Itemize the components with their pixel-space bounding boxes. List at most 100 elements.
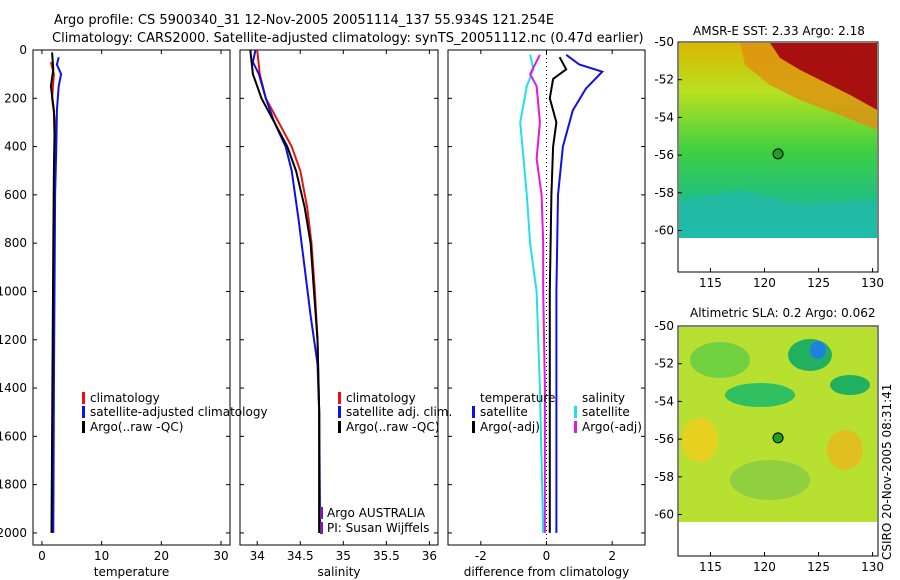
sla-blob (810, 341, 826, 359)
series-line-cyan (519, 54, 545, 533)
y-tick-label: 1600 (0, 429, 27, 443)
sla-blob (830, 375, 870, 395)
map-y-tick-label: -50 (654, 35, 674, 49)
legend-swatch (574, 406, 577, 418)
legend-swatch (82, 392, 85, 404)
map-x-tick-label: 130 (861, 560, 884, 574)
float-position-marker (772, 148, 784, 160)
map-y-tick-label: -56 (654, 432, 674, 446)
map-x-tick-label: 115 (699, 276, 722, 290)
x-axis-label: temperature (94, 565, 169, 579)
y-tick-label: 800 (4, 236, 27, 250)
map-x-tick-label: 120 (753, 560, 776, 574)
series-line-black (249, 49, 321, 533)
legend-swatch (338, 421, 341, 433)
map-y-tick-label: -52 (654, 73, 674, 87)
sla-blob (690, 342, 750, 378)
map-y-tick-label: -56 (654, 148, 674, 162)
legend-swatch (338, 406, 341, 418)
y-tick-label: 600 (4, 188, 27, 202)
y-tick-label: 0 (19, 43, 27, 57)
sst-cool-band (679, 190, 877, 238)
legend-label: climatology (90, 391, 160, 405)
legend-swatch (338, 392, 341, 404)
x-axis-label: difference from climatology (464, 565, 630, 579)
map-y-tick-label: -58 (654, 470, 674, 484)
sst-orange-band (740, 43, 877, 130)
legend-label: salinity (582, 391, 625, 405)
x-tick-label: 35.5 (373, 549, 400, 563)
legend-label: Argo(..raw -QC) (346, 420, 439, 434)
map-x-tick-label: 125 (807, 276, 830, 290)
legend-swatch (82, 421, 85, 433)
sla-map: Altimetric SLA: 0.2 Argo: 0.062 (677, 306, 879, 557)
y-tick-label: 400 (4, 140, 27, 154)
legend-swatch (574, 421, 577, 433)
legend-label: climatology (346, 391, 416, 405)
x-tick-label: 35 (336, 549, 351, 563)
legend-swatch (320, 522, 323, 534)
map-x-tick-label: 125 (807, 560, 830, 574)
salinity-axes (239, 49, 439, 546)
sla-blob (827, 430, 863, 470)
timestamp-stamp: CSIRO 20-Nov-2005 08:31:41 (880, 384, 894, 560)
legend-label: Argo(-adj) (582, 420, 642, 434)
series-line-black (49, 52, 56, 533)
legend-label: Argo(-adj) (480, 420, 540, 434)
y-tick-label: 1000 (0, 284, 27, 298)
x-tick-label: 36 (422, 549, 437, 563)
series-line-blue (251, 49, 322, 533)
x-tick-label: 30 (213, 549, 228, 563)
legend-label: satellite (582, 405, 630, 419)
sla-blob (730, 460, 810, 500)
legend-label: satellite (480, 405, 528, 419)
x-tick-label: 20 (154, 549, 169, 563)
sst-map: AMSR-E SST: 2.33 Argo: 2.18 (677, 24, 879, 273)
series-line-blue (52, 56, 63, 533)
y-tick-label: 2000 (0, 526, 27, 540)
legend-swatch (320, 507, 323, 519)
x-tick-label: -2 (475, 549, 487, 563)
x-tick-label: 0 (543, 549, 551, 563)
series-line-blue (555, 53, 605, 533)
sla-blob (788, 339, 832, 371)
sla-map-title: Altimetric SLA: 0.2 Argo: 0.062 (690, 306, 875, 320)
legend-swatch (82, 406, 85, 418)
map-y-tick-label: -58 (654, 186, 674, 200)
header-line1: Argo profile: CS 5900340_31 12-Nov-2005 … (54, 13, 554, 28)
map-y-tick-label: -60 (654, 224, 674, 238)
y-tick-label: 1200 (0, 333, 27, 347)
sst-warm-patch (770, 43, 877, 110)
legend-label: satellite adj. clim. (346, 405, 452, 419)
x-tick-label: 10 (94, 549, 109, 563)
legend-swatch (472, 406, 475, 418)
series-line-black (548, 56, 568, 533)
legend-label: satellite-adjusted climatology (90, 405, 268, 419)
sst-map-title: AMSR-E SST: 2.33 Argo: 2.18 (693, 24, 865, 38)
x-tick-label: 34 (250, 549, 265, 563)
float-position-marker (772, 432, 784, 444)
x-tick-label: 2 (608, 549, 616, 563)
x-tick-label: 34.5 (287, 549, 314, 563)
map-y-tick-label: -60 (654, 508, 674, 522)
legend-label: Argo(..raw -QC) (90, 420, 183, 434)
series-line-red (256, 49, 321, 533)
legend-label: temperature (480, 391, 555, 405)
annotation-text: PI: Susan Wijffels (327, 521, 429, 535)
y-tick-label: 1400 (0, 381, 27, 395)
annotation-text: Argo AUSTRALIA (327, 506, 426, 520)
map-x-tick-label: 120 (753, 276, 776, 290)
y-tick-label: 1800 (0, 478, 27, 492)
temperature-axes (32, 49, 231, 546)
x-axis-label: salinity (317, 565, 360, 579)
header-line2: Climatology: CARS2000. Satellite-adjuste… (52, 31, 644, 46)
map-y-tick-label: -50 (654, 319, 674, 333)
y-tick-label: 200 (4, 91, 27, 105)
map-y-tick-label: -54 (654, 394, 674, 408)
sla-blob (682, 418, 718, 462)
map-x-tick-label: 130 (861, 276, 884, 290)
map-y-tick-label: -52 (654, 357, 674, 371)
map-x-tick-label: 115 (699, 560, 722, 574)
x-tick-label: 0 (38, 549, 46, 563)
map-y-tick-label: -54 (654, 110, 674, 124)
